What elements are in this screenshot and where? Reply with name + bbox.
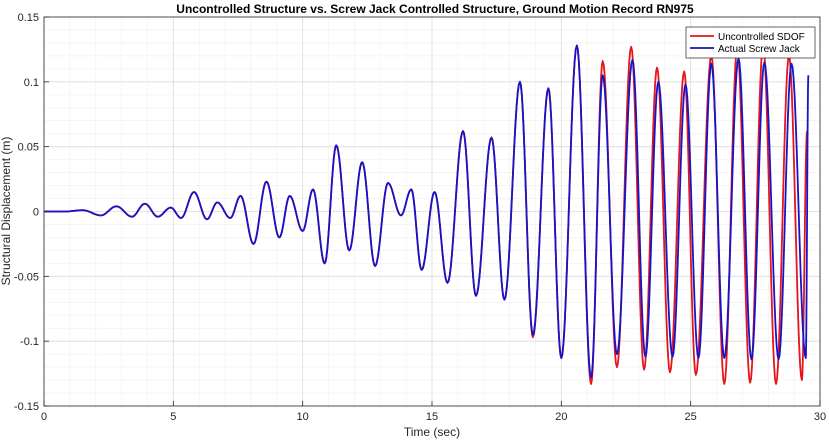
y-tick-label: 0.15 — [18, 12, 39, 24]
x-axis-label: Time (sec) — [404, 425, 460, 439]
y-tick-label: 0.05 — [18, 142, 39, 154]
chart-title: Uncontrolled Structure vs. Screw Jack Co… — [176, 2, 694, 16]
legend-box — [685, 26, 816, 59]
x-tick-label: 10 — [297, 411, 309, 423]
legend-label: Uncontrolled SDOF — [718, 32, 805, 43]
x-tick-label: 30 — [814, 411, 826, 423]
y-tick-label: -0.15 — [14, 401, 39, 413]
series-line-actual-screw-jack — [44, 44, 810, 379]
y-tick-label: 0 — [33, 207, 39, 219]
y-tick-label: -0.05 — [14, 271, 39, 283]
x-tick-label: 0 — [41, 411, 47, 423]
x-tick-label: 25 — [685, 411, 697, 423]
x-tick-label: 20 — [555, 411, 567, 423]
y-axis: -0.15 -0.1 -0.05 0 0.05 0.1 0.15 — [14, 12, 49, 413]
x-tick-label: 5 — [170, 411, 176, 423]
y-tick-label: 0.1 — [24, 77, 39, 89]
y-tick-label: -0.1 — [20, 336, 39, 348]
legend-label: Actual Screw Jack — [718, 44, 801, 55]
y-axis-label: Structural Displacement (m) — [0, 137, 13, 286]
series-layer — [44, 44, 810, 385]
x-tick-label: 15 — [426, 411, 438, 423]
x-axis: 0 5 10 15 20 25 30 — [41, 401, 826, 423]
